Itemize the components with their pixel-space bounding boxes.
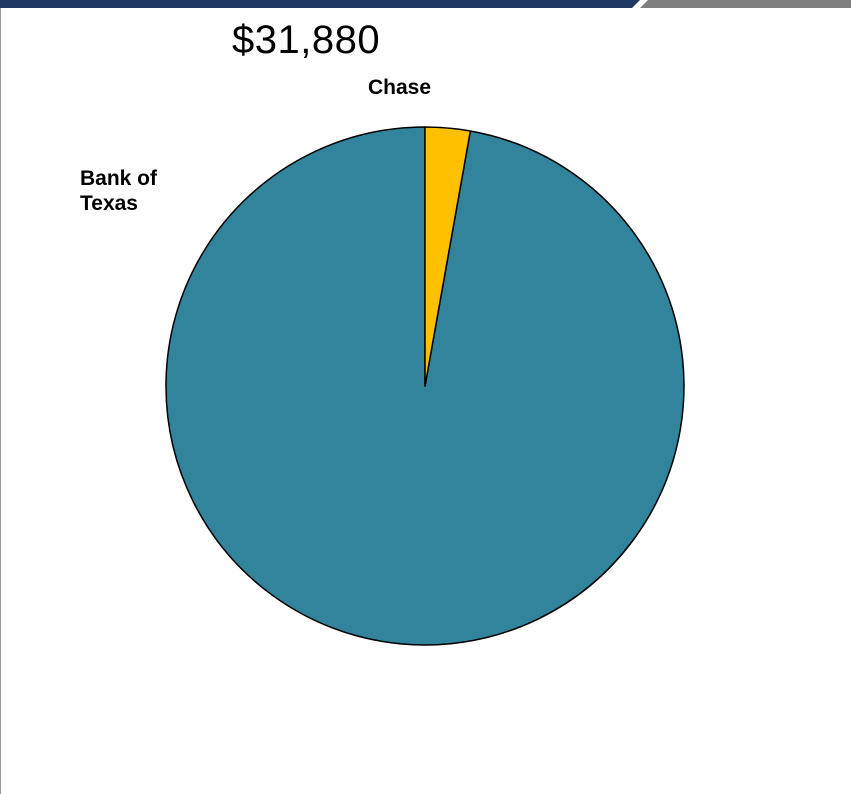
pie-slice-chase [424,126,472,387]
header-bar [0,0,851,8]
left-border [0,8,1,794]
chart-title: $31,880 [232,18,381,62]
header-gray-band [640,0,851,8]
header-navy-band [0,0,640,8]
slice-label-chase: Chase [368,76,431,99]
slice-label-bank-of-texas: Bank of Texas [80,167,158,215]
